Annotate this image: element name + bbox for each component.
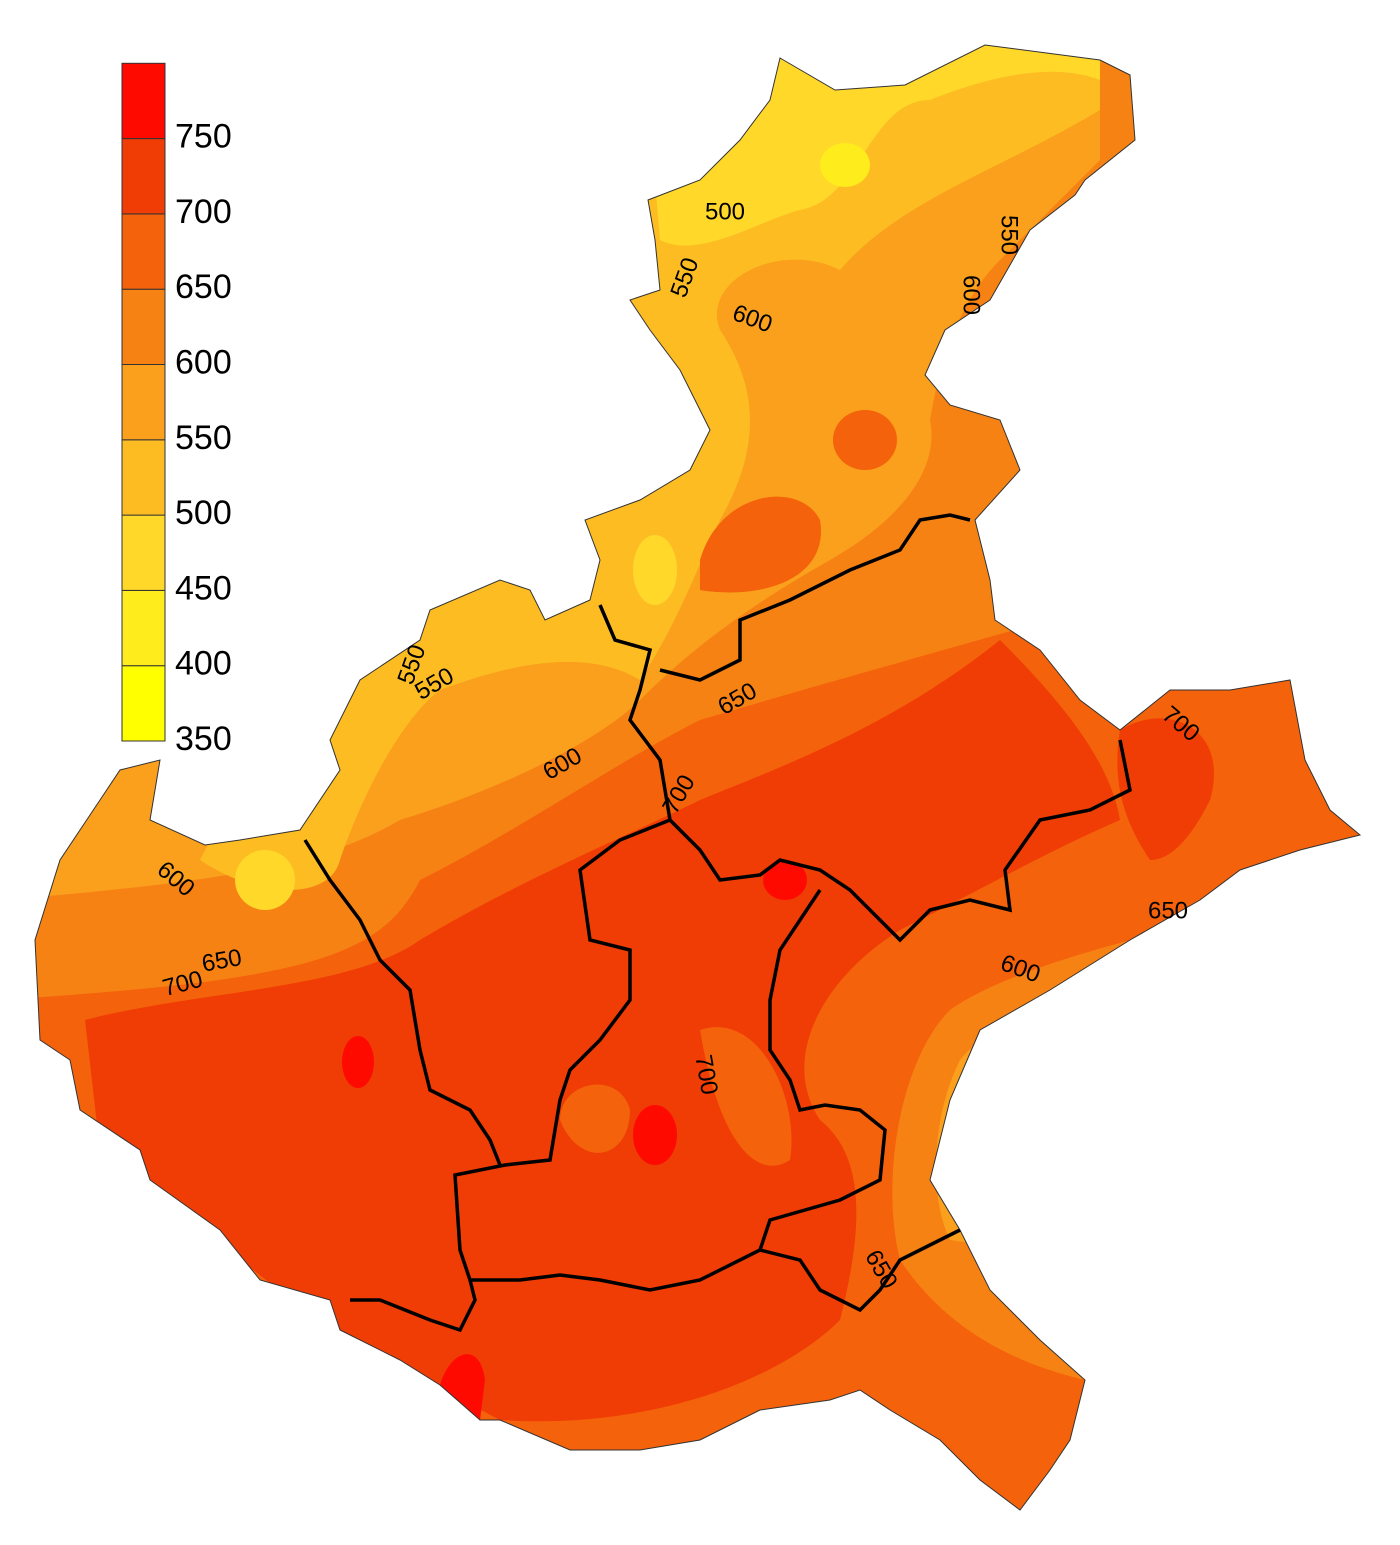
legend-swatch <box>121 364 166 441</box>
contour-label: 550 <box>996 215 1023 255</box>
legend-label: 450 <box>175 569 232 607</box>
legend-label: 350 <box>175 720 232 758</box>
region-outline <box>34 44 1362 1511</box>
legend-label: 650 <box>175 268 232 306</box>
legend: 350 400 450 500 550 600 650 700 750 <box>121 62 232 758</box>
legend-swatch <box>121 138 166 215</box>
contour-label: 500 <box>705 198 745 225</box>
legend-label: 750 <box>175 118 232 156</box>
legend-label: 550 <box>175 419 232 457</box>
contour-label: 600 <box>958 275 985 315</box>
legend-label: 400 <box>175 645 232 683</box>
legend-label: 700 <box>175 193 232 231</box>
legend-label: 600 <box>175 343 232 381</box>
legend-swatch <box>121 288 166 366</box>
legend-swatch <box>121 62 166 140</box>
legend-swatch <box>121 665 166 742</box>
legend-swatch <box>121 213 166 290</box>
legend-swatch <box>121 514 166 591</box>
province-borders <box>303 513 1132 1333</box>
contour-label: 650 <box>1148 897 1188 924</box>
legend-label: 500 <box>175 494 232 532</box>
legend-swatch <box>121 589 166 667</box>
legend-swatch <box>121 439 166 516</box>
